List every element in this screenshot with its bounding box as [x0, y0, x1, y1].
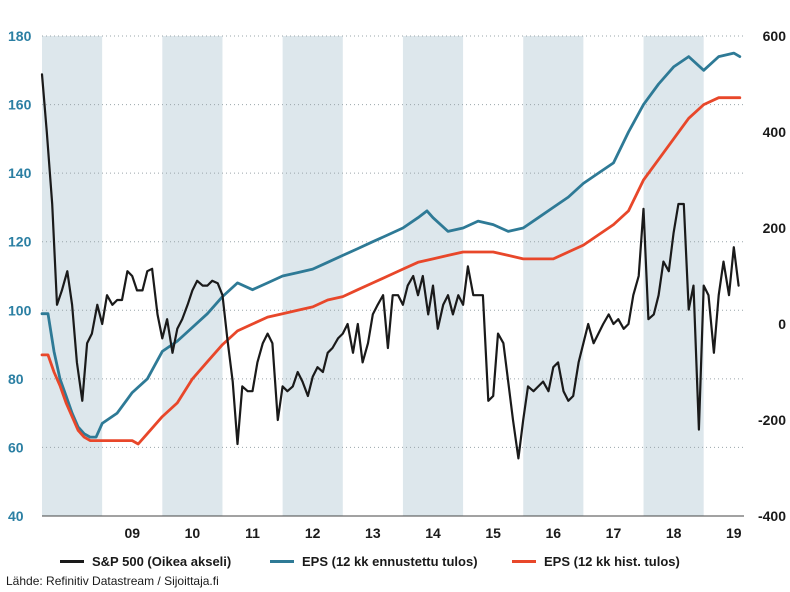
left-tick-label: 120 [8, 234, 32, 250]
legend-swatch-sp500 [60, 560, 84, 564]
shaded-band-2010 [162, 36, 223, 516]
shaded-year-bands [42, 36, 704, 516]
tick-labels: 40 60 80 100 120 140 160 180 -400 -200 0 200 400 600 0… [8, 28, 786, 541]
legend-item-eps-historical: EPS (12 kk hist. tulos) [512, 550, 680, 574]
left-tick-label: 160 [8, 97, 32, 113]
right-tick-label: 600 [763, 28, 787, 44]
right-tick-label: 0 [778, 316, 786, 332]
x-tick-label: 14 [425, 525, 441, 541]
legend: S&P 500 (Oikea akseli) EPS (12 kk ennust… [60, 550, 760, 574]
left-tick-label: 100 [8, 302, 32, 318]
legend-swatch-eps-historical [512, 560, 536, 564]
shaded-band-2016 [523, 36, 584, 516]
left-tick-label: 180 [8, 28, 32, 44]
source-note: Lähde: Refinitiv Datastream / Sijoittaja… [6, 574, 219, 588]
legend-item-sp500: S&P 500 (Oikea akseli) [60, 550, 231, 574]
x-tick-label: 13 [365, 525, 381, 541]
shaded-band-2012 [282, 36, 343, 516]
legend-label-eps-historical: EPS (12 kk hist. tulos) [544, 554, 680, 569]
x-tick-label: 09 [124, 525, 140, 541]
right-tick-label: 400 [763, 124, 787, 140]
x-tick-label: 17 [606, 525, 622, 541]
legend-label-sp500: S&P 500 (Oikea akseli) [92, 554, 232, 569]
x-tick-label: 18 [666, 525, 682, 541]
legend-label-eps-forecast: EPS (12 kk ennustettu tulos) [302, 554, 478, 569]
chart: 40 60 80 100 120 140 160 180 -400 -200 0 200 400 600 0… [8, 28, 786, 541]
right-tick-label: 200 [763, 220, 787, 236]
x-tick-label: 15 [485, 525, 501, 541]
left-tick-label: 140 [8, 165, 32, 181]
left-tick-label: 80 [8, 371, 24, 387]
series-line-0 [40, 73, 740, 460]
x-tick-label: 12 [305, 525, 321, 541]
left-tick-label: 40 [8, 508, 24, 524]
x-tick-label: 10 [185, 525, 201, 541]
right-tick-label: -400 [758, 508, 786, 524]
series-lines [40, 51, 742, 460]
legend-swatch-eps-forecast [270, 560, 294, 564]
x-tick-label: 16 [546, 525, 562, 541]
x-tick-label: 19 [726, 525, 742, 541]
legend-item-eps-forecast: EPS (12 kk ennustettu tulos) [270, 550, 478, 574]
x-tick-label: 11 [245, 525, 260, 541]
shaded-band-2018 [643, 36, 704, 516]
shaded-band-2008 [42, 36, 103, 516]
series-line-2 [40, 96, 742, 446]
right-tick-label: -200 [758, 412, 786, 428]
left-tick-label: 60 [8, 439, 24, 455]
series-line-1 [40, 51, 742, 439]
